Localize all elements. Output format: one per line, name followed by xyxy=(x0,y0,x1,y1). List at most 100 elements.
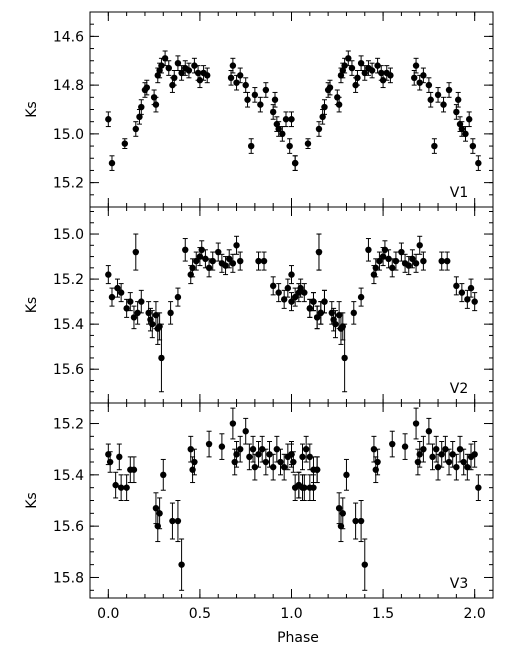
point-marker xyxy=(226,255,233,263)
point-marker xyxy=(117,289,125,296)
point-marker xyxy=(467,284,475,292)
point-marker xyxy=(357,59,365,67)
point-marker xyxy=(174,59,182,67)
y-tick-label: 14.8 xyxy=(53,78,84,94)
data-point xyxy=(401,253,409,273)
data-point xyxy=(469,138,477,154)
point-marker xyxy=(258,445,266,453)
data-point xyxy=(456,435,464,463)
data-point xyxy=(409,249,416,269)
x-axis-label: Phase xyxy=(277,630,319,646)
point-marker xyxy=(429,453,436,461)
point-marker xyxy=(370,445,378,453)
data-point xyxy=(143,79,150,96)
point-marker xyxy=(215,248,222,256)
data-point xyxy=(460,448,467,476)
point-marker xyxy=(279,130,286,138)
point-marker xyxy=(321,103,328,111)
data-point xyxy=(431,138,438,154)
point-marker xyxy=(132,248,139,256)
point-marker xyxy=(420,257,427,265)
data-point xyxy=(453,276,460,296)
point-marker xyxy=(134,309,141,317)
point-marker xyxy=(471,451,478,458)
y-tick-label: 15.2 xyxy=(53,272,84,288)
data-point xyxy=(361,538,368,591)
data-point xyxy=(205,258,213,278)
data-point xyxy=(302,435,310,463)
point-marker xyxy=(464,463,471,471)
point-marker xyxy=(372,264,379,272)
point-marker xyxy=(449,451,456,458)
point-marker xyxy=(185,67,193,74)
data-point xyxy=(269,276,277,296)
data-points xyxy=(105,50,482,171)
data-point xyxy=(275,283,282,303)
data-point xyxy=(465,111,473,128)
data-point xyxy=(319,109,326,125)
data-point xyxy=(246,443,253,471)
point-marker xyxy=(392,257,400,265)
data-point xyxy=(117,474,125,501)
point-marker xyxy=(275,125,282,133)
data-point xyxy=(389,258,396,278)
point-marker xyxy=(237,257,244,265)
data-point xyxy=(339,497,346,530)
point-marker xyxy=(286,142,293,150)
point-marker xyxy=(339,510,346,517)
data-point xyxy=(335,96,343,113)
data-point xyxy=(114,278,121,298)
point-marker xyxy=(433,445,440,453)
point-marker xyxy=(229,420,237,427)
point-marker xyxy=(335,101,343,108)
point-marker xyxy=(277,458,284,466)
point-marker xyxy=(280,463,288,471)
point-marker xyxy=(425,428,433,435)
data-point xyxy=(215,242,222,262)
data-point xyxy=(412,407,420,440)
point-marker xyxy=(475,484,482,491)
data-point xyxy=(389,430,396,458)
point-marker xyxy=(357,293,365,301)
point-marker xyxy=(114,284,121,292)
data-point xyxy=(420,435,427,463)
data-point xyxy=(425,417,433,445)
data-point xyxy=(105,111,112,128)
data-point xyxy=(269,453,277,481)
data-point xyxy=(368,62,376,79)
data-point xyxy=(158,323,165,393)
data-point xyxy=(178,538,185,591)
data-point xyxy=(348,60,356,76)
point-marker xyxy=(288,451,295,458)
point-marker xyxy=(204,72,211,79)
data-point xyxy=(361,65,368,81)
point-marker xyxy=(229,260,237,267)
point-marker xyxy=(280,296,288,303)
point-marker xyxy=(299,484,306,491)
data-point xyxy=(258,435,266,463)
data-point xyxy=(475,474,482,501)
data-point xyxy=(429,443,436,471)
data-point xyxy=(280,453,288,481)
y-axis-label: Ks xyxy=(24,297,40,313)
point-marker xyxy=(222,262,229,269)
data-point xyxy=(321,289,328,314)
data-point xyxy=(123,474,130,501)
data-points xyxy=(105,407,482,591)
point-marker xyxy=(108,159,116,167)
point-marker xyxy=(248,142,255,150)
point-marker xyxy=(209,257,216,265)
point-marker xyxy=(193,257,200,265)
data-point xyxy=(191,448,198,476)
point-marker xyxy=(438,451,445,458)
data-point xyxy=(152,492,160,525)
point-marker xyxy=(117,484,125,491)
point-marker xyxy=(405,262,412,269)
point-marker xyxy=(108,293,116,301)
data-point xyxy=(286,138,293,154)
point-marker xyxy=(387,72,394,79)
data-point xyxy=(262,448,270,476)
data-point xyxy=(117,283,125,303)
point-marker xyxy=(411,74,418,82)
data-point xyxy=(315,233,323,271)
